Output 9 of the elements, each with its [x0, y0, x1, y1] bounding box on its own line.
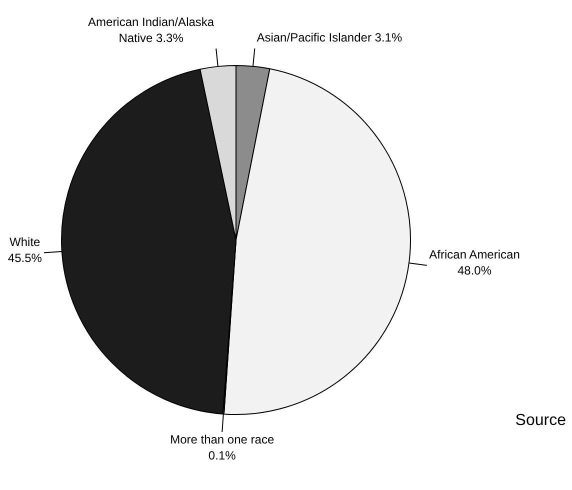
- data-label: 48.0%: [457, 264, 492, 278]
- slice-label: More than one race: [170, 432, 274, 446]
- text: Source: [515, 412, 566, 429]
- slice-label: American Indian/Alaska Native 3.3%: [88, 14, 214, 45]
- slice-label: African American: [429, 248, 520, 262]
- slice-label: White: [10, 235, 41, 250]
- slice-label: Asian/Pacific Islander 3.1%: [256, 30, 402, 45]
- data-label: 0.1%: [208, 448, 236, 462]
- data-label: 45.5%: [8, 251, 42, 266]
